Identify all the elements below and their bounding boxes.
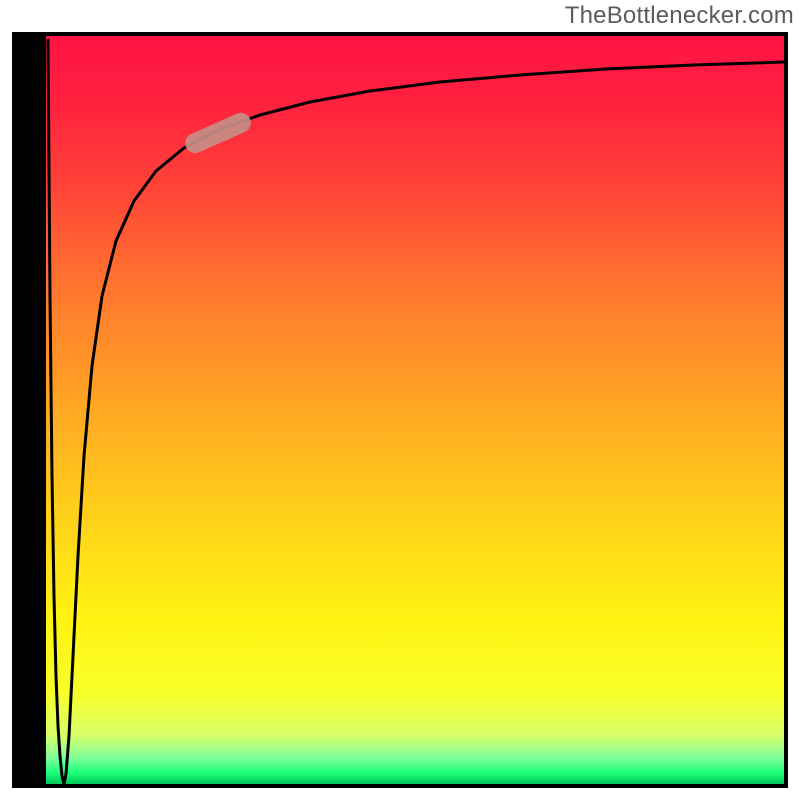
watermark-text: TheBottlenecker.com [565, 2, 794, 30]
heat-gradient-background [46, 36, 784, 784]
plot-area [46, 36, 784, 784]
chart-frame: TheBottlenecker.com [0, 0, 800, 800]
